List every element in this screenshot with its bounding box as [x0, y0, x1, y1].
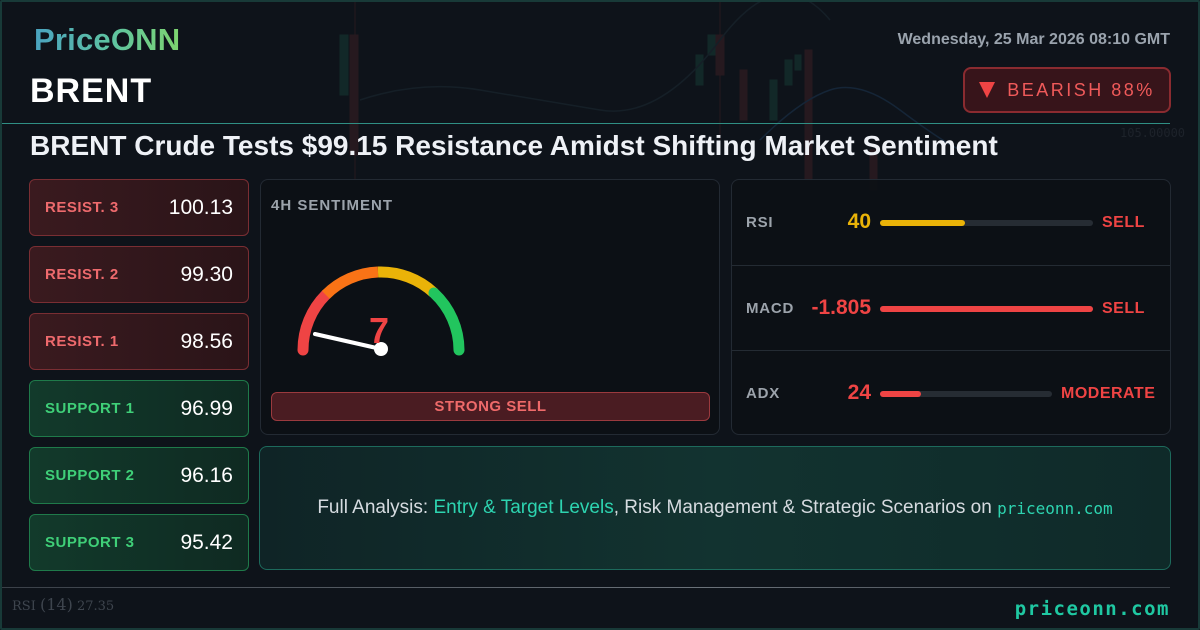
level-value: 95.42 — [180, 530, 233, 554]
cta-middle: , Risk Management & Strategic Scenarios … — [613, 497, 998, 518]
instrument-symbol: BRENT — [30, 72, 153, 110]
levels-list: RESIST. 3 100.13 RESIST. 2 99.30 RESIST.… — [29, 179, 249, 581]
indicator-signal: SELL — [1102, 214, 1145, 231]
indicator-macd: MACD -1.805 SELL — [732, 265, 1170, 350]
bias-label: BEARISH 88% — [1007, 79, 1155, 100]
bg-rsi-name: RSI — [12, 599, 36, 614]
level-label: RESIST. 3 — [45, 199, 119, 216]
level-resist-2: RESIST. 2 99.30 — [29, 246, 249, 303]
sentiment-title: 4H SENTIMENT — [271, 197, 394, 214]
indicator-name: MACD — [746, 300, 795, 317]
indicator-bar — [880, 306, 1093, 312]
sentiment-card: 4H SENTIMENT 7 STRONG SELL — [260, 179, 720, 435]
indicator-bar-fill — [880, 391, 921, 397]
level-support-1: SUPPORT 1 96.99 — [29, 380, 249, 437]
level-value: 98.56 — [180, 329, 233, 353]
level-value: 96.99 — [180, 396, 233, 420]
level-resist-1: RESIST. 1 98.56 — [29, 313, 249, 370]
cta-highlight: Entry & Target Levels — [433, 497, 614, 518]
headline: BRENT Crude Tests $99.15 Resistance Amid… — [30, 130, 998, 161]
level-label: RESIST. 1 — [45, 333, 119, 350]
indicator-bar — [880, 391, 1052, 397]
level-label: SUPPORT 3 — [45, 534, 135, 551]
timestamp: Wednesday, 25 Mar 2026 08:10 GMT — [897, 31, 1170, 48]
indicator-adx: ADX 24 MODERATE — [732, 350, 1170, 435]
indicator-value: 24 — [847, 381, 871, 404]
level-resist-3: RESIST. 3 100.13 — [29, 179, 249, 236]
level-label: SUPPORT 1 — [45, 400, 135, 417]
header-divider — [0, 123, 1170, 124]
indicator-rsi: RSI 40 SELL — [732, 180, 1170, 265]
indicator-bar-fill — [880, 220, 965, 226]
down-triangle-icon — [979, 82, 996, 98]
indicator-bar-fill — [880, 306, 1093, 312]
indicator-name: ADX — [746, 385, 781, 402]
indicator-value: 40 — [847, 210, 871, 233]
sentiment-label: STRONG SELL — [271, 392, 710, 421]
full-analysis-banner[interactable]: Full Analysis: Entry & Target Levels, Ri… — [259, 446, 1171, 570]
level-label: SUPPORT 2 — [45, 467, 135, 484]
cta-prefix: Full Analysis: — [317, 497, 434, 518]
svg-text:105.00000: 105.00000 — [1120, 126, 1185, 140]
indicators-card: RSI 40 SELL MACD -1.805 SELL ADX 24 MODE… — [731, 179, 1171, 435]
indicator-signal: SELL — [1102, 300, 1145, 317]
level-value: 99.30 — [180, 262, 233, 286]
sentiment-score: 7 — [369, 310, 390, 351]
indicator-signal: MODERATE — [1061, 385, 1156, 402]
level-support-3: SUPPORT 3 95.42 — [29, 514, 249, 571]
brand-logo: PriceONN — [34, 22, 181, 57]
footer-site-link[interactable]: priceonn.com — [1014, 598, 1170, 620]
bg-rsi-value: 27.35 — [76, 599, 115, 614]
sentiment-gauge-icon — [297, 266, 465, 356]
background-rsi-label: RSI (14) 27.35 — [12, 595, 114, 614]
level-label: RESIST. 2 — [45, 266, 119, 283]
bias-badge: BEARISH 88% — [963, 67, 1171, 113]
indicator-bar — [880, 220, 1093, 226]
bg-rsi-period: (14) — [39, 595, 73, 614]
indicator-name: RSI — [746, 214, 774, 231]
level-value: 100.13 — [168, 195, 233, 219]
level-value: 96.16 — [180, 463, 233, 487]
cta-site-link[interactable]: priceonn.com — [997, 498, 1113, 518]
indicator-value: -1.805 — [811, 296, 871, 319]
footer-divider — [0, 587, 1170, 588]
level-support-2: SUPPORT 2 96.16 — [29, 447, 249, 504]
